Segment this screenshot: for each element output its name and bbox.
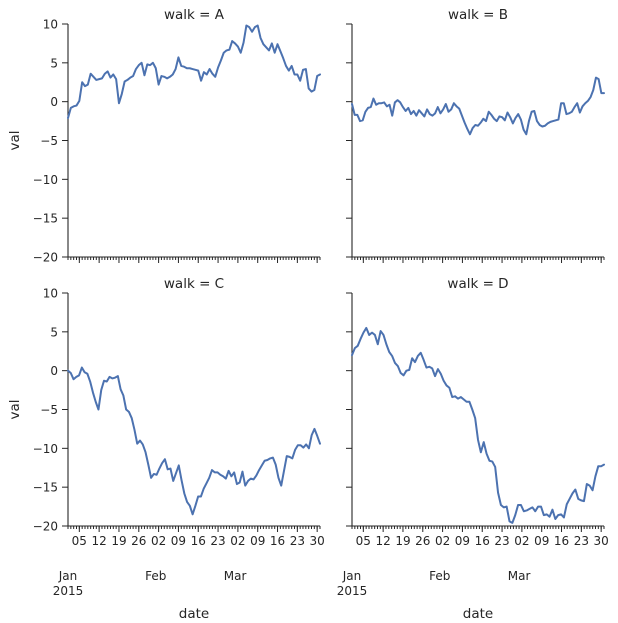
x-tick-label-day: 16	[191, 534, 206, 548]
x-tick-label-day: 02	[230, 534, 245, 548]
y-tick-label: 5	[50, 325, 58, 339]
x-tick-label-day: 26	[131, 534, 146, 548]
series-line-walkd	[351, 326, 605, 524]
y-tick-label: −15	[33, 481, 58, 495]
x-tick-label-day: 09	[250, 534, 265, 548]
y-tick-label: −5	[40, 134, 58, 148]
x-tick-label-day: 02	[514, 534, 529, 548]
x-tick-label-year: 2015	[53, 584, 84, 598]
x-tick-label-day: 30	[594, 534, 609, 548]
series-line-walkc	[67, 366, 321, 516]
y-tick-label: −20	[33, 520, 58, 534]
x-tick-label-month: Jan	[342, 569, 362, 583]
x-tick-label-day: 05	[356, 534, 371, 548]
y-axis-title: val	[7, 399, 23, 419]
x-tick-label-month: Mar	[224, 569, 247, 583]
x-axis-title: date	[463, 606, 493, 622]
y-tick-label: 10	[43, 18, 58, 32]
x-tick-label-month: Mar	[508, 569, 531, 583]
panel-title: walk = D	[447, 276, 508, 292]
x-tick-label-day: 09	[455, 534, 470, 548]
x-tick-label-month: Jan	[58, 569, 78, 583]
x-tick-label-day: 23	[290, 534, 305, 548]
panel-title: walk = C	[164, 276, 224, 292]
x-tick-label-day: 23	[494, 534, 509, 548]
y-tick-label: −10	[33, 173, 58, 187]
x-tick-label-day: 16	[475, 534, 490, 548]
x-tick-label-day: 23	[210, 534, 225, 548]
x-tick-label-day: 16	[554, 534, 569, 548]
y-tick-label: −20	[33, 251, 58, 265]
x-tick-label-day: 05	[72, 534, 87, 548]
x-tick-label-day: 02	[435, 534, 450, 548]
x-tick-label-day: 30	[310, 534, 325, 548]
y-tick-label: −5	[40, 403, 58, 417]
x-tick-label-day: 09	[171, 534, 186, 548]
y-tick-label: 0	[50, 95, 58, 109]
y-tick-label: −15	[33, 212, 58, 226]
x-tick-label-month: Feb	[429, 569, 450, 583]
x-tick-label-day: 26	[415, 534, 430, 548]
x-tick-label-year: 2015	[337, 584, 368, 598]
y-tick-label: 10	[43, 287, 58, 301]
x-tick-label-day: 02	[151, 534, 166, 548]
panel-title: walk = A	[164, 7, 225, 23]
x-tick-label-day: 23	[574, 534, 589, 548]
y-axis-title: val	[7, 130, 23, 150]
x-tick-label-day: 19	[111, 534, 126, 548]
x-tick-label-month: Feb	[145, 569, 166, 583]
x-tick-label-day: 12	[92, 534, 107, 548]
x-tick-label-day: 16	[270, 534, 285, 548]
x-axis-title: date	[179, 606, 209, 622]
x-tick-label-day: 12	[376, 534, 391, 548]
series-line-walka	[67, 24, 321, 119]
x-tick-label-day: 09	[534, 534, 549, 548]
y-tick-label: −10	[33, 442, 58, 456]
y-tick-label: 5	[50, 56, 58, 70]
y-tick-label: 0	[50, 364, 58, 378]
series-line-walkb	[351, 76, 605, 136]
x-tick-label-day: 19	[395, 534, 410, 548]
panel-title: walk = B	[448, 7, 508, 23]
